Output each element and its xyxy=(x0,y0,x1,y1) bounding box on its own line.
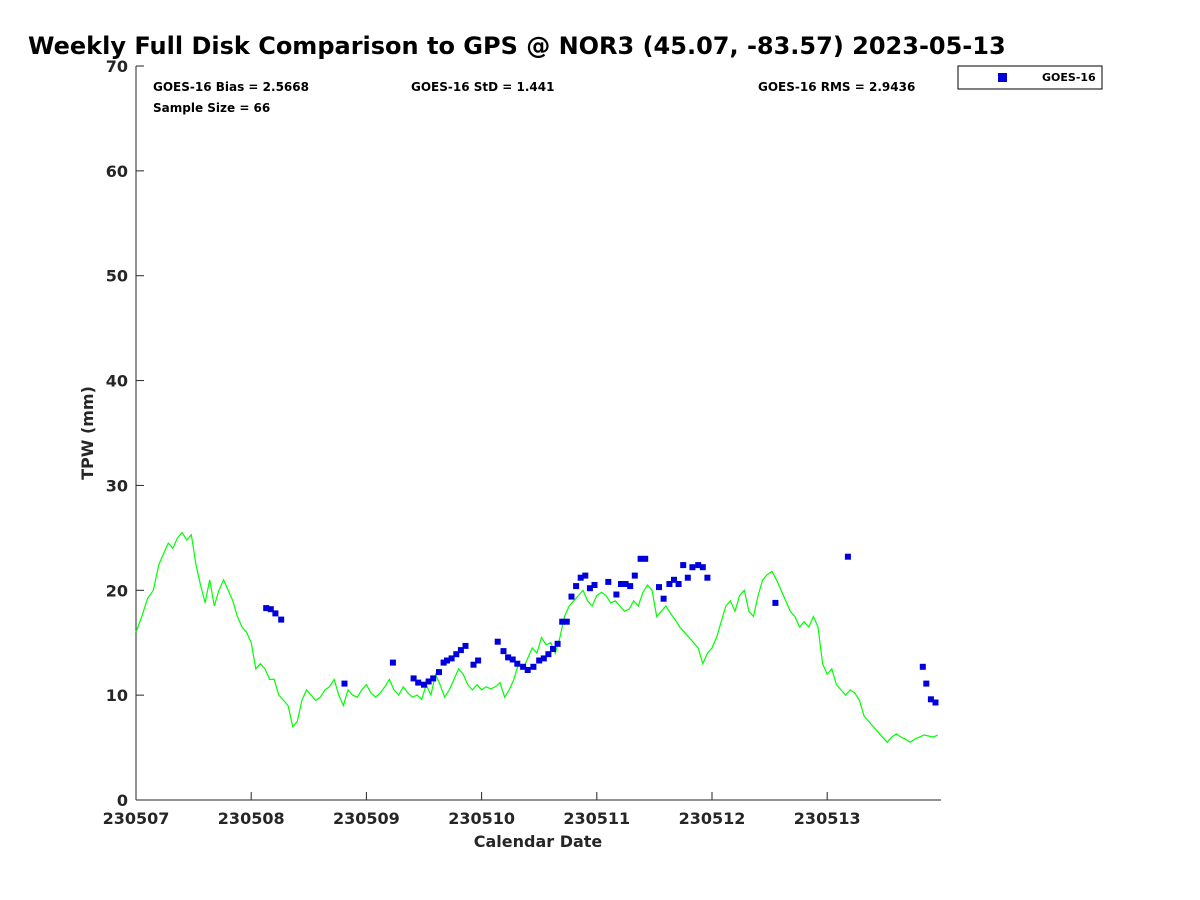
x-tick-label: 230513 xyxy=(794,809,861,828)
y-tick-label: 70 xyxy=(106,57,128,76)
goes-point xyxy=(540,655,547,662)
chart-title: Weekly Full Disk Comparison to GPS @ NOR… xyxy=(28,32,1006,60)
goes-point xyxy=(695,562,702,569)
goes-point xyxy=(666,581,673,587)
y-axis-label: TPW (mm) xyxy=(78,386,97,480)
goes-point xyxy=(430,675,437,682)
goes-point xyxy=(448,655,455,662)
gps-tpw-line xyxy=(135,531,939,744)
goes-point xyxy=(844,553,851,560)
goes-point xyxy=(436,669,442,676)
goes-point xyxy=(618,581,624,587)
goes-points xyxy=(263,553,939,706)
x-tick-label: 230508 xyxy=(218,809,285,828)
plot-area xyxy=(136,66,941,800)
goes-point xyxy=(932,699,939,706)
goes-point xyxy=(550,646,556,652)
x-tick-label: 230507 xyxy=(103,809,170,828)
y-tick-label: 60 xyxy=(106,162,128,181)
goes-point xyxy=(704,574,711,581)
x-tick-label: 230509 xyxy=(333,809,400,828)
axes: 0 10 20 30 40 50 60 70 230507 230508 230509 230510 2… xyxy=(103,57,941,828)
goes-point xyxy=(591,582,598,588)
x-axis-label: Calendar Date xyxy=(474,832,603,851)
legend-label: GOES-16 xyxy=(1042,71,1096,84)
x-tick-label: 230512 xyxy=(679,809,746,828)
goes-point xyxy=(457,647,464,654)
y-tick-label: 10 xyxy=(106,686,128,705)
goes-point xyxy=(444,657,450,664)
goes-point xyxy=(582,572,589,579)
goes-point xyxy=(536,657,543,664)
goes-point xyxy=(505,654,512,661)
x-tick-label: 230510 xyxy=(448,809,515,828)
goes-point xyxy=(675,581,682,587)
goes-point xyxy=(415,679,422,686)
goes-point xyxy=(554,640,561,647)
goes-point xyxy=(563,618,570,625)
goes-point xyxy=(470,661,477,668)
goes-point xyxy=(410,675,417,682)
goes-point xyxy=(684,574,691,581)
goes-point xyxy=(656,584,662,591)
goes-point xyxy=(923,680,930,687)
x-tick-label: 230511 xyxy=(563,809,630,828)
goes-point xyxy=(524,667,531,673)
goes-point xyxy=(462,642,469,649)
y-tick-label: 40 xyxy=(106,372,128,391)
legend-marker xyxy=(998,73,1007,82)
legend-box xyxy=(957,65,1103,90)
goes-point xyxy=(622,581,629,587)
goes-point xyxy=(263,605,270,612)
goes-point xyxy=(425,678,432,685)
goes-point xyxy=(453,651,460,658)
goes-point xyxy=(660,595,667,602)
goes-point xyxy=(272,610,279,617)
goes-point xyxy=(613,591,620,598)
goes-point xyxy=(919,663,926,670)
goes-point xyxy=(514,660,521,667)
goes-point xyxy=(605,578,612,585)
y-tick-label: 20 xyxy=(106,581,128,600)
goes-point xyxy=(440,659,447,666)
goes-point xyxy=(699,564,706,571)
y-tick-label: 50 xyxy=(106,267,128,286)
goes-point xyxy=(642,555,649,562)
legend: GOES-16 xyxy=(957,65,1103,90)
goes-point xyxy=(278,616,285,623)
goes-point xyxy=(475,657,482,664)
goes-point xyxy=(520,663,527,670)
gps-line-group xyxy=(135,531,939,744)
goes-point xyxy=(568,593,575,600)
goes-point xyxy=(559,618,566,625)
sample-size-stat: Sample Size = 66 xyxy=(153,101,270,115)
bias-stat: GOES-16 Bias = 2.5668 xyxy=(153,80,309,94)
goes-point xyxy=(631,572,638,579)
goes-point xyxy=(627,583,634,590)
goes-point xyxy=(573,583,580,590)
goes-point xyxy=(545,651,552,658)
goes-point xyxy=(500,648,507,655)
goes-point xyxy=(927,696,934,703)
goes-point xyxy=(530,663,537,670)
goes-point xyxy=(389,659,396,666)
goes-point xyxy=(671,576,677,583)
goes-point xyxy=(772,599,779,606)
goes-point xyxy=(637,555,644,562)
rms-stat: GOES-16 RMS = 2.9436 xyxy=(758,80,915,94)
goes-point xyxy=(494,638,501,645)
goes-point xyxy=(689,564,696,571)
goes-point xyxy=(267,606,274,613)
std-stat: GOES-16 StD = 1.441 xyxy=(411,80,554,94)
goes-point xyxy=(421,681,427,688)
goes-point xyxy=(341,680,348,687)
goes-point xyxy=(680,562,687,569)
y-tick-label: 0 xyxy=(117,791,128,810)
y-tick-label: 30 xyxy=(106,476,128,495)
goes-point xyxy=(586,585,593,592)
goes-point xyxy=(577,574,584,581)
goes-point xyxy=(509,656,516,663)
